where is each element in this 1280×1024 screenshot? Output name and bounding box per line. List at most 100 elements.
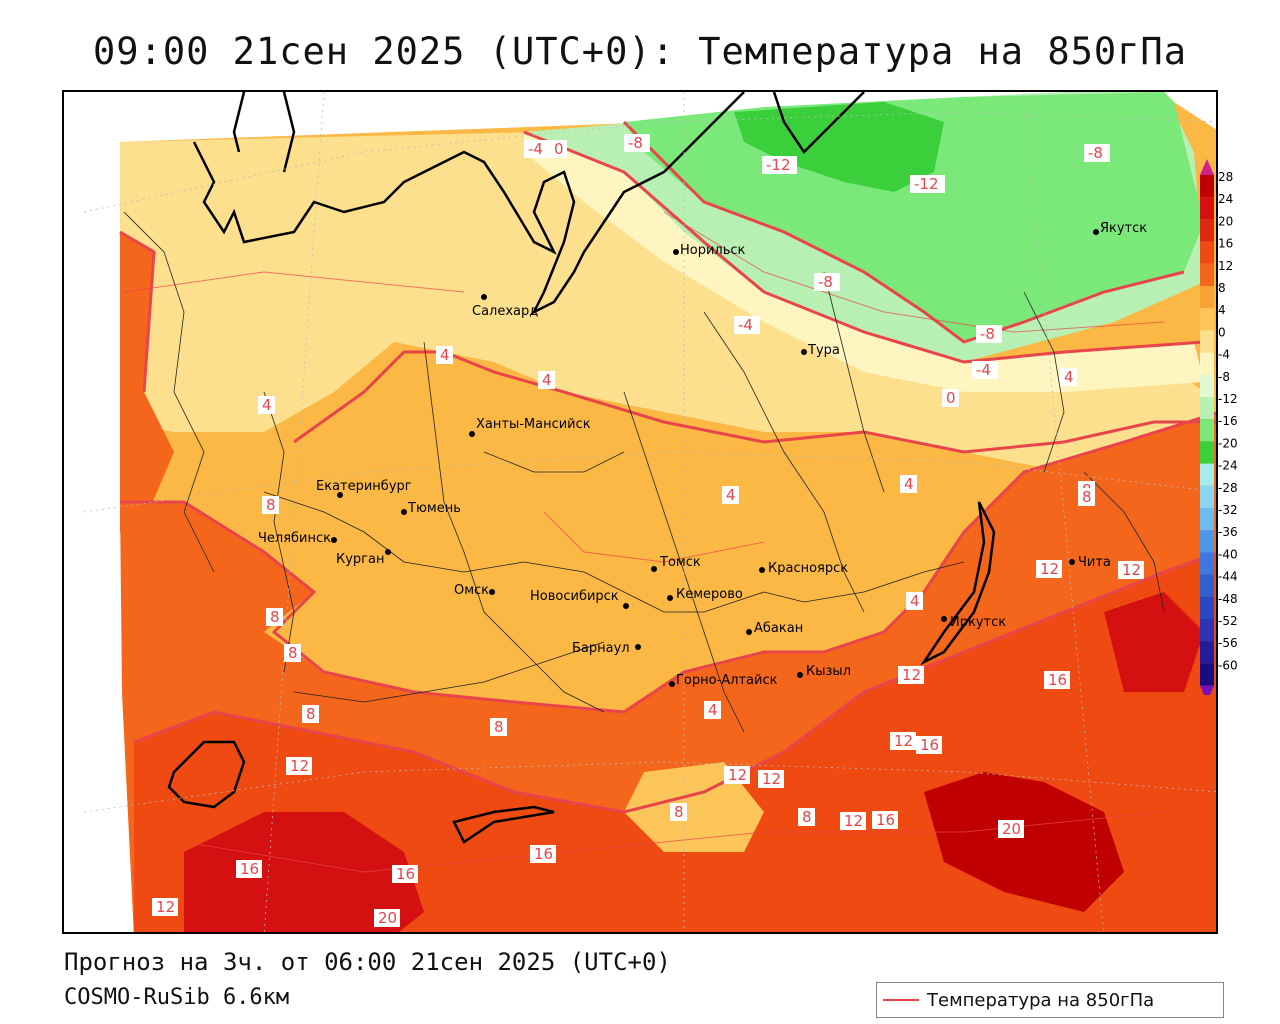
contour-label-bg (916, 736, 942, 754)
contour-label: -4 (738, 316, 753, 334)
city-tura: Тура (801, 343, 840, 358)
coastlines (167, 92, 996, 844)
contour-label: 16 (534, 845, 553, 863)
colorbar-tick-label: -48 (1218, 592, 1238, 606)
svg-text:Салехард: Салехард (472, 304, 538, 319)
contour-label: 16 (396, 865, 415, 883)
map-frame[interactable]: Салехард Норильск Якутск Тура Ханты-Манс… (62, 90, 1218, 934)
contour-label-bg (976, 325, 1002, 343)
contour-label: 12 (1122, 561, 1141, 579)
contour-label-bg (762, 156, 797, 174)
svg-text:Красноярск: Красноярск (768, 561, 848, 576)
contour-label-bg (550, 140, 567, 158)
contour-label-bg (236, 860, 262, 878)
colorbar-swatch (1200, 596, 1214, 619)
contour-label: 4 (440, 346, 450, 364)
contour-label: 12 (894, 732, 913, 750)
city-norilsk: Норильск (673, 243, 746, 258)
svg-text:Горно-Алтайск: Горно-Алтайск (676, 673, 778, 688)
svg-text:Кемерово: Кемерово (676, 587, 743, 602)
city-yakutsk: Якутск (1093, 221, 1147, 236)
map-title: 09:00 21сен 2025 (UTC+0): Температура на… (93, 30, 1187, 73)
colorbar-swatch (1200, 663, 1214, 686)
colorbar-tick-label: -32 (1218, 503, 1238, 517)
colorbar-tick-label: -44 (1218, 570, 1238, 584)
city-khanty-mansiysk: Ханты-Мансийск (469, 417, 591, 437)
zone-central-yellow (624, 762, 764, 852)
colorbar-tick-label: -40 (1218, 547, 1238, 561)
contour-label-bg (734, 316, 760, 334)
colorbar-swatch (1200, 463, 1214, 486)
city-chelyabinsk: Челябинск (258, 531, 337, 546)
contour-label-bg (670, 803, 687, 821)
contour-label-bg (758, 770, 784, 788)
contour-label: 8 (266, 496, 276, 514)
zone-hot-ne (1104, 592, 1204, 692)
svg-text:Барнаул: Барнаул (572, 641, 630, 656)
colorbar-tick-label: -24 (1218, 459, 1238, 473)
svg-text:Омск: Омск (454, 583, 489, 598)
contour-label-bg (814, 273, 840, 291)
legend-line-swatch (883, 999, 919, 1001)
svg-text:Курган: Курган (336, 552, 384, 567)
contour-label-bg (722, 486, 739, 504)
contour-label: 12 (290, 757, 309, 775)
colorbar-swatch (1200, 619, 1214, 642)
city-chita: Чита (1069, 555, 1111, 570)
contour-label-bg (302, 705, 319, 723)
thin-isotherms (123, 211, 1165, 873)
contour-label: 4 (910, 592, 920, 610)
city-salekhard: Салехард (472, 294, 538, 319)
contour-label: -4 (976, 361, 991, 379)
svg-text:Челябинск: Челябинск (258, 531, 331, 546)
colorbar-tick-label: -20 (1218, 436, 1238, 450)
contour-label: 8 (1082, 488, 1092, 506)
contour-label: 12 (762, 770, 781, 788)
colorbar-tick-label: -36 (1218, 525, 1238, 539)
colorbar-tick-label: -16 (1218, 414, 1238, 428)
contour-label-bg (1060, 368, 1077, 386)
contour-label: 8 (306, 705, 316, 723)
city-abakan: Абакан (746, 621, 803, 636)
city-yekaterinburg: Екатеринбург (316, 479, 412, 498)
contour-label: 16 (876, 811, 895, 829)
colorbar-tick-label: -8 (1218, 370, 1230, 384)
contour-label-bg (704, 701, 721, 719)
zone-hot-east (924, 772, 1124, 912)
colorbar-tick-label: -28 (1218, 481, 1238, 495)
contour-label: 4 (904, 475, 914, 493)
contour-label-bg (1078, 488, 1095, 506)
zone-hot-west (184, 812, 424, 932)
colorbar-tick-label: 12 (1218, 259, 1233, 273)
contour-label: 16 (1048, 671, 1067, 689)
contour-label: -8 (628, 134, 643, 152)
contour-label-bg (890, 732, 916, 750)
contour-label-bg (392, 865, 418, 883)
colorbar-tick-label: -4 (1218, 348, 1230, 362)
contour-label-bg (490, 718, 507, 736)
city-irkutsk: Иркутск (941, 615, 1006, 630)
colorbar-swatch (1200, 574, 1214, 597)
colorbar-swatch (1200, 330, 1214, 353)
contour-label: 8 (494, 718, 504, 736)
colorbar-tick-label: 0 (1218, 325, 1226, 339)
colorbar-swatch (1200, 485, 1214, 508)
temperature-map: Салехард Норильск Якутск Тура Ханты-Манс… (64, 92, 1216, 932)
colorbar-tick-label: 16 (1218, 237, 1233, 251)
contour-label: 20 (1002, 820, 1021, 838)
contour-label-bg (258, 396, 275, 414)
contour-label-bg (1118, 561, 1144, 579)
svg-text:Якутск: Якутск (1100, 221, 1147, 236)
contour-label-bg (972, 361, 998, 379)
contour-label: 8 (802, 808, 812, 826)
contour-label: 16 (240, 860, 259, 878)
colorbar-swatch (1200, 219, 1214, 242)
contour-label-bg (724, 766, 750, 784)
svg-text:Ханты-Мансийск: Ханты-Мансийск (476, 417, 591, 432)
city-kurgan: Курган (336, 549, 391, 567)
svg-text:Чита: Чита (1078, 555, 1111, 570)
contour-label: 8 (674, 803, 684, 821)
contour-label-bg (998, 820, 1024, 838)
city-tomsk: Томск (651, 555, 701, 572)
contour-label-bg (262, 496, 279, 514)
